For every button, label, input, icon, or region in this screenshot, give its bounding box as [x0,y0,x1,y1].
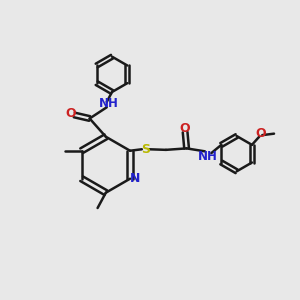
Text: NH: NH [99,97,119,110]
Text: S: S [141,143,150,156]
Text: O: O [180,122,190,135]
Text: O: O [65,107,76,120]
Text: O: O [256,127,266,140]
Text: NH: NH [198,150,218,163]
Text: N: N [130,172,140,185]
